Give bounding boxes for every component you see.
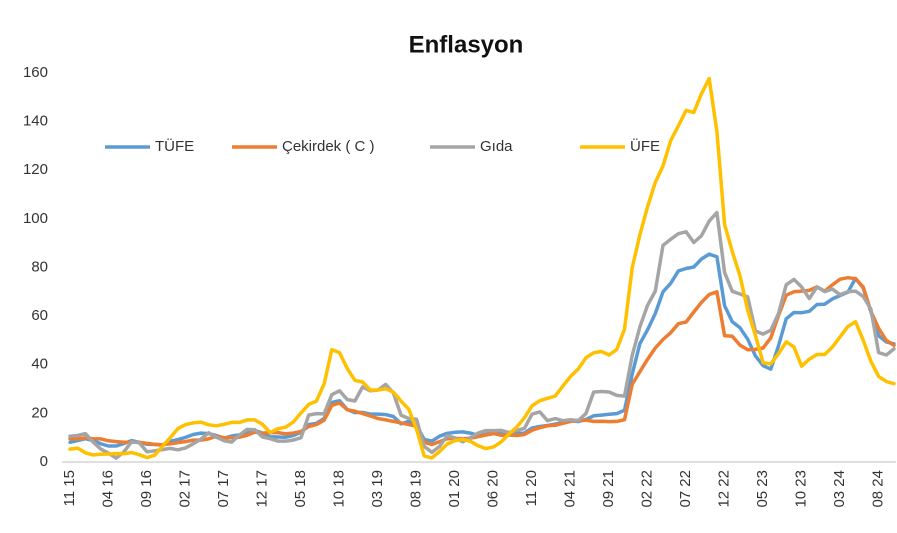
y-tick-label: 140 xyxy=(23,113,48,130)
legend-label: Gıda xyxy=(480,138,513,155)
x-tick-label: 10 23 xyxy=(793,470,810,508)
x-tick-label: 08 19 xyxy=(408,470,425,508)
x-tick-label: 05 18 xyxy=(292,470,309,508)
x-tick-label: 12 17 xyxy=(253,470,270,508)
x-tick-label: 09 21 xyxy=(600,470,617,508)
x-tick-label: 09 16 xyxy=(138,470,155,508)
x-tick-label: 03 19 xyxy=(369,470,386,508)
x-tick-label: 07 17 xyxy=(215,470,232,508)
y-tick-label: 60 xyxy=(31,307,48,324)
series-line xyxy=(68,275,896,447)
y-tick-label: 20 xyxy=(31,404,48,421)
x-tick-label: 10 18 xyxy=(331,470,348,508)
legend-label: Çekirdek ( C ) xyxy=(282,138,375,155)
x-tick-label: 11 20 xyxy=(523,470,540,506)
x-tick-label: 11 15 xyxy=(61,470,78,506)
y-tick-label: 100 xyxy=(23,210,48,227)
y-tick-label: 80 xyxy=(31,258,48,275)
x-tick-label: 02 17 xyxy=(176,470,193,508)
x-tick-label: 02 22 xyxy=(639,470,656,508)
y-tick-label: 0 xyxy=(40,453,48,470)
x-tick-label: 06 20 xyxy=(485,470,502,508)
y-tick-label: 120 xyxy=(23,161,48,178)
series-line xyxy=(68,210,896,460)
legend-label: ÜFE xyxy=(630,137,660,155)
series-line xyxy=(68,76,896,460)
x-tick-label: 07 22 xyxy=(677,470,694,508)
x-tick-label: 05 23 xyxy=(754,470,771,508)
series-line xyxy=(68,252,896,448)
x-tick-label: 03 24 xyxy=(831,470,848,508)
x-tick-label: 12 22 xyxy=(716,470,733,508)
x-tick-label: 01 20 xyxy=(446,470,463,508)
y-tick-label: 160 xyxy=(23,64,48,81)
y-tick-label: 40 xyxy=(31,356,48,373)
legend-label: TÜFE xyxy=(155,137,194,155)
x-tick-label: 04 21 xyxy=(562,470,579,508)
chart-title: Enflasyon xyxy=(409,31,524,58)
x-tick-label: 04 16 xyxy=(99,470,116,508)
x-tick-label: 08 24 xyxy=(870,470,887,508)
